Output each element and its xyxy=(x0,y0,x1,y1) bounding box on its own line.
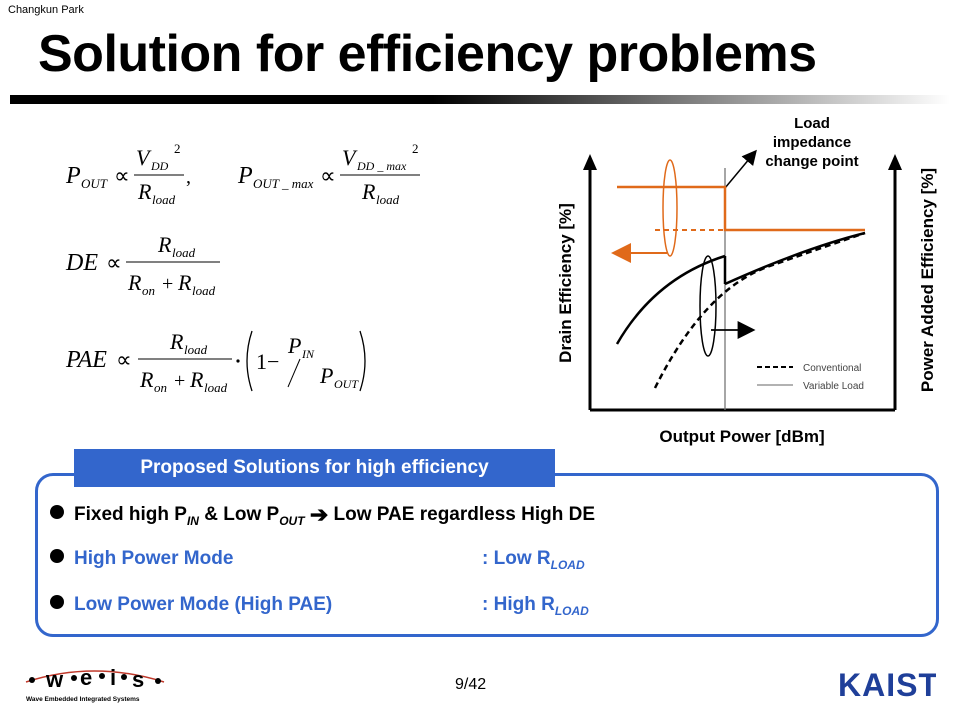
legend-conventional: Conventional xyxy=(803,363,861,374)
svg-text:PAE: PAE xyxy=(65,347,107,373)
svg-text:R: R xyxy=(137,179,152,204)
svg-text:+: + xyxy=(162,273,173,295)
solution-line-1: Fixed high PIN & Low POUT ➔ Low PAE rega… xyxy=(50,502,595,528)
annotation-line-2: impedance xyxy=(773,134,851,151)
svg-text:R: R xyxy=(361,179,376,204)
svg-text:∝: ∝ xyxy=(114,163,130,188)
svg-text:P: P xyxy=(319,363,333,388)
weis-logo: w e i s Wave Embedded Integrated Systems xyxy=(22,656,172,711)
svg-text:P: P xyxy=(237,163,253,189)
svg-text:DE: DE xyxy=(65,250,98,276)
svg-text:R: R xyxy=(169,329,184,354)
svg-text:R: R xyxy=(177,270,192,295)
solution-line-2: High Power Mode : Low RLOAD xyxy=(50,548,650,572)
annotation-arrow xyxy=(724,149,757,189)
svg-text:w: w xyxy=(45,667,64,692)
svg-text:e: e xyxy=(80,665,92,690)
slide-title: Solution for efficiency problems xyxy=(38,25,817,83)
svg-text:i: i xyxy=(110,665,116,690)
series-de-variable xyxy=(617,185,865,232)
svg-text:OUT: OUT xyxy=(81,176,108,191)
svg-text:KAIST: KAIST xyxy=(838,667,936,703)
svg-text:DD: DD xyxy=(150,159,169,173)
page-number: 9/42 xyxy=(455,676,487,693)
efficiency-chart: Conventional Variable Load Load impedanc… xyxy=(545,108,945,458)
series-pae-conventional-low xyxy=(615,254,726,345)
bullet-icon xyxy=(50,549,64,563)
svg-text:R: R xyxy=(127,270,142,295)
x-axis-label: Output Power [dBm] xyxy=(659,427,824,446)
annotation-line-3: change point xyxy=(765,153,858,170)
svg-text:P: P xyxy=(287,333,301,358)
svg-text:R: R xyxy=(189,367,204,392)
svg-text:load: load xyxy=(376,192,400,207)
svg-text:2: 2 xyxy=(174,141,181,156)
svg-text:on: on xyxy=(142,283,155,298)
svg-text:P: P xyxy=(65,163,81,189)
svg-text:+: + xyxy=(174,370,185,392)
svg-text:OUT: OUT xyxy=(334,377,359,391)
svg-text:V: V xyxy=(342,145,358,170)
svg-text:∝: ∝ xyxy=(116,347,132,372)
y-axis-left-label: Drain Efficiency [%] xyxy=(556,203,575,363)
svg-text:DD _ max: DD _ max xyxy=(356,159,407,173)
de-highlight-ellipse xyxy=(662,159,678,257)
svg-text:,: , xyxy=(186,166,191,188)
svg-text:∝: ∝ xyxy=(320,163,336,188)
solutions-tab-label: Proposed Solutions for high efficiency xyxy=(74,449,555,487)
svg-text:load: load xyxy=(152,192,176,207)
annotation-line-1: Load xyxy=(794,115,830,132)
svg-text:Wave Embedded Integrated Sy: Wave Embedded Integrated Systems xyxy=(26,696,140,703)
svg-text:V: V xyxy=(136,145,152,170)
svg-text:s: s xyxy=(132,667,144,692)
svg-text:OUT _ max: OUT _ max xyxy=(253,176,314,191)
bullet-icon xyxy=(50,595,64,609)
solution-line-3: Low Power Mode (High PAE) : High RLOAD xyxy=(50,594,650,618)
svg-text:∝: ∝ xyxy=(106,250,122,275)
equation-de: DE ∝ R load R on + R load xyxy=(62,228,262,313)
svg-text:load: load xyxy=(204,380,228,395)
svg-text:1−: 1− xyxy=(256,349,279,374)
pae-highlight-ellipse xyxy=(699,255,717,357)
svg-text:load: load xyxy=(172,245,196,260)
svg-text:load: load xyxy=(192,283,216,298)
series-pae-variable-high xyxy=(724,231,866,286)
svg-text:on: on xyxy=(154,380,167,395)
svg-text:2: 2 xyxy=(412,141,419,156)
svg-text:IN: IN xyxy=(301,347,315,361)
equation-pout: P OUT ∝ V DD 2 R load , P OUT _ max ∝ V … xyxy=(62,135,442,220)
svg-text:R: R xyxy=(157,232,172,257)
equation-pae: PAE ∝ R load R on + R load 1− P IN P OUT xyxy=(62,325,392,410)
title-underline xyxy=(10,95,950,104)
bullet-icon xyxy=(50,505,64,519)
kaist-logo: KAIST xyxy=(832,664,938,709)
svg-text:load: load xyxy=(184,342,208,357)
right-arrow-icon: ➔ xyxy=(309,502,329,527)
svg-text:R: R xyxy=(139,367,154,392)
legend-variable-load: Variable Load xyxy=(803,381,864,392)
author-name: Changkun Park xyxy=(8,4,84,16)
y-axis-right-label: Power Added Efficiency [%] xyxy=(918,168,937,392)
